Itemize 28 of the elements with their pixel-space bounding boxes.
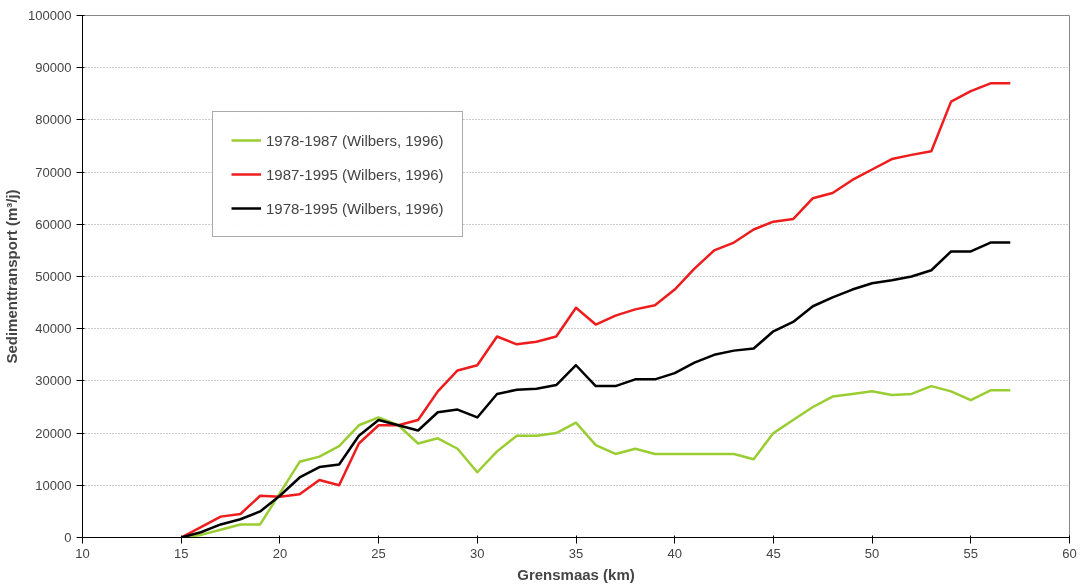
x-tick-label: 55 [963,545,979,561]
x-tick-label: 10 [75,545,90,561]
y-axis-title: Sedimenttransport (m³/j) [3,189,21,364]
x-tick-label: 40 [667,545,682,561]
x-axis-title: Grensmaas (km) [517,565,635,583]
y-tick-label: 40000 [35,321,72,337]
x-tick-label: 30 [470,545,485,561]
legend-label: 1978-1987 (Wilbers, 1996) [266,131,444,149]
y-tick-label: 70000 [35,164,72,180]
y-tick-label: 80000 [35,112,72,128]
x-tick-label: 45 [766,545,781,561]
y-tick-label: 30000 [35,373,72,389]
legend-label: 1987-1995 (Wilbers, 1996) [266,165,444,183]
x-tick-label: 50 [864,545,880,561]
x-tick-label: 15 [173,545,189,561]
y-tick-label: 10000 [35,477,72,493]
y-tick-label: 60000 [35,216,72,232]
y-tick-label: 20000 [35,425,72,441]
y-tick-label: 90000 [35,60,72,76]
x-tick-label: 35 [568,545,584,561]
y-tick-label: 100000 [28,8,72,23]
y-tick-label: 50000 [35,269,72,284]
y-tick-label: 0 [64,530,72,545]
x-tick-label: 20 [272,545,288,561]
x-tick-label: 60 [1062,545,1077,561]
x-tick-label: 25 [371,545,386,561]
line-series [179,82,1012,538]
legend-label: 1978-1995 (Wilbers, 1996) [266,199,444,217]
